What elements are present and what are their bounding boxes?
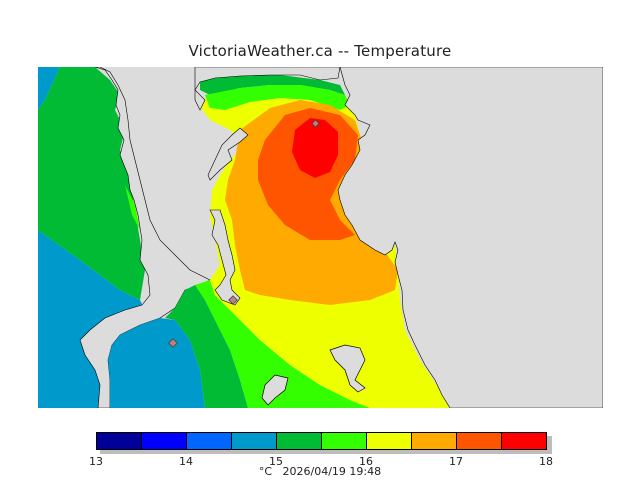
- legend-color-cell: [141, 432, 187, 450]
- legend-tick-14: 14: [179, 455, 193, 468]
- legend-tick-16: 16: [359, 455, 373, 468]
- legend-color-cell: [366, 432, 412, 450]
- legend-color-cell: [231, 432, 277, 450]
- temp-band-14-5-15-south: [38, 230, 150, 408]
- legend-color-cell: [411, 432, 457, 450]
- legend-color-cell: [186, 432, 232, 450]
- legend-tick-13: 13: [89, 455, 103, 468]
- temperature-legend: [96, 432, 547, 451]
- legend-color-cell: [456, 432, 502, 450]
- temp-band-15-5-16-west-sliver: [125, 185, 140, 230]
- land-spit-south: [209, 209, 241, 306]
- land-north-coast: [194, 67, 341, 111]
- land-east-mainland: [337, 67, 603, 408]
- land-west-peninsula: [79, 67, 211, 408]
- temp-band-15-15-5-south: [165, 285, 248, 408]
- temp-band-15-5-16-north: [205, 85, 350, 110]
- legend-tick-18: 18: [539, 455, 553, 468]
- temp-band-14-5-15-inlet: [108, 318, 205, 408]
- legend-tick-15: 15: [269, 455, 283, 468]
- unit-label: °C: [258, 465, 273, 478]
- timestamp: 2026/04/19 19:48: [282, 465, 382, 478]
- legend-color-cell: [501, 432, 547, 450]
- land-island-2: [261, 374, 289, 406]
- legend-color-cell: [276, 432, 322, 450]
- station-marker-2[interactable]: [168, 338, 178, 348]
- legend-color-cell: [321, 432, 367, 450]
- legend-tick-17: 17: [449, 455, 463, 468]
- temp-band-17-5-18: [292, 118, 338, 178]
- footer-caption: °C 2026/04/19 19:48: [0, 465, 640, 478]
- temp-band-14-5-15: [38, 67, 60, 110]
- station-marker-3[interactable]: [311, 119, 320, 128]
- temp-band-15-5-16-south: [195, 280, 370, 408]
- land-island-1: [329, 344, 366, 393]
- map-title: VictoriaWeather.ca -- Temperature: [188, 42, 452, 60]
- station-marker-1[interactable]: [228, 295, 238, 305]
- land-spit: [207, 127, 249, 181]
- legend-color-cell: [96, 432, 142, 450]
